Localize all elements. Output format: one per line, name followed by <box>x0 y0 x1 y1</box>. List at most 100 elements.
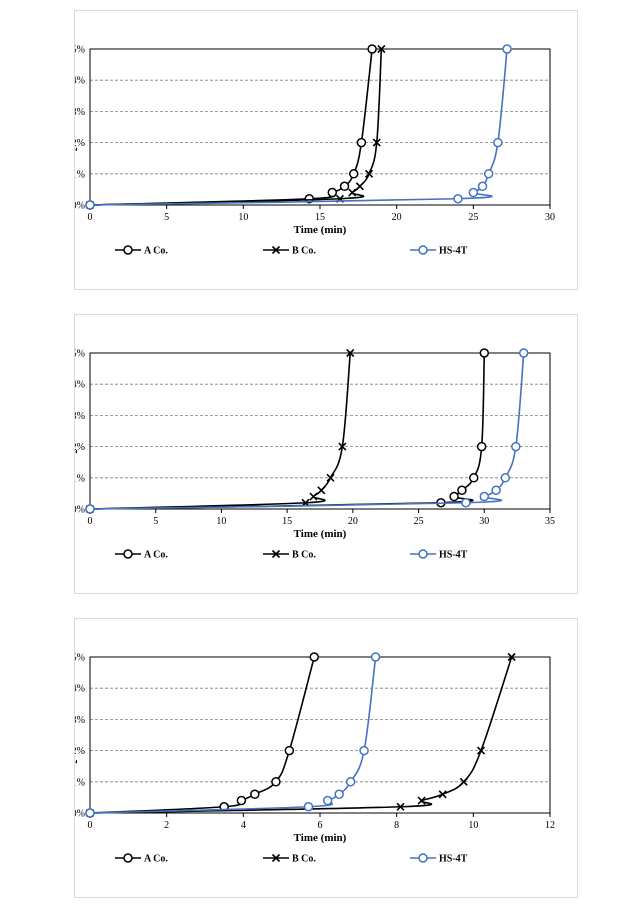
legend-marker <box>271 853 281 863</box>
x-tick-label: 15 <box>282 516 292 527</box>
legend-item: B Co. <box>263 854 316 865</box>
data-point-marker <box>339 181 350 192</box>
y-tick-label: 0.3% <box>75 411 85 422</box>
x-tick-label: 0 <box>88 820 93 831</box>
data-point-marker <box>322 795 333 806</box>
legend-label: A Co. <box>144 550 168 561</box>
legend-marker <box>418 853 428 863</box>
x-axis-title: Time (min) <box>294 832 347 844</box>
legend-marker <box>123 853 133 863</box>
data-point-marker <box>449 491 459 502</box>
data-point-marker <box>453 194 463 204</box>
y-tick-label: 0.0% <box>75 809 85 820</box>
data-point-marker <box>348 188 357 197</box>
series-line <box>89 656 316 814</box>
x-tick-label: 20 <box>348 516 358 527</box>
plot-frame <box>89 656 551 814</box>
legend-marker <box>418 245 428 255</box>
data-point-marker <box>507 652 516 662</box>
data-point-marker <box>493 137 503 148</box>
data-point-marker <box>85 200 95 210</box>
data-point-marker <box>500 473 511 483</box>
legend-label: A Co. <box>144 854 168 865</box>
data-point-marker <box>479 491 490 502</box>
x-tick-label: 12 <box>545 820 555 831</box>
legend-label: B Co. <box>292 854 316 865</box>
data-point-marker <box>483 169 494 179</box>
data-point-marker <box>327 187 338 198</box>
data-point-marker <box>345 777 356 787</box>
x-tick-label: 10 <box>216 516 226 527</box>
y-tick-label: 0.4% <box>75 380 85 391</box>
data-point-marker <box>438 790 447 799</box>
y-tick-label: 0.2% <box>75 138 85 149</box>
data-point-marker <box>491 485 501 496</box>
chart-panel-h2s: 0.0% 0.1% 0.2% 0.3% 0.4% 0.5% 0 2 4 6 8 10 12 Time (m… <box>74 618 578 898</box>
y-tick-label: 0.1% <box>75 473 85 484</box>
legend-item: A Co. <box>115 245 168 257</box>
x-tick-label: 20 <box>392 212 402 223</box>
data-point-marker <box>459 777 468 786</box>
series-h2s-a-co- <box>85 652 319 818</box>
data-point-marker <box>468 187 479 198</box>
data-point-marker <box>355 182 364 191</box>
data-point-marker <box>477 181 488 192</box>
data-point-marker <box>365 169 374 178</box>
series-cl2-hs-4t <box>85 44 512 210</box>
series-line <box>89 352 486 510</box>
data-point-marker <box>511 441 521 452</box>
y-tick-label: 0.3% <box>75 715 85 726</box>
y-tick-label: 0.5% <box>75 45 85 56</box>
y-tick-label: 0.1% <box>75 777 85 788</box>
series-line <box>89 48 383 206</box>
y-tick-label: 0.5% <box>75 349 85 360</box>
series-h2s-b-co- <box>85 652 516 818</box>
y-tick-label: 0.0% <box>75 201 85 212</box>
legend-item: A Co. <box>115 549 168 561</box>
plot-frame <box>89 48 551 206</box>
legend-label: HS-4T <box>439 854 468 865</box>
series-line <box>89 656 377 814</box>
data-point-marker <box>236 795 247 806</box>
series-line <box>89 48 508 206</box>
data-point-marker <box>348 169 359 179</box>
data-point-marker <box>372 138 381 147</box>
legend-label: HS-4T <box>439 246 468 257</box>
chart-panel-cl2: 0.0% 0.1% 0.2% 0.3% 0.4% 0.5% 0 5 10 15 20 25 30 Time… <box>74 10 578 290</box>
legend-item: A Co. <box>115 853 168 865</box>
data-point-marker <box>303 802 314 812</box>
x-tick-label: 5 <box>153 516 158 527</box>
plot-frame <box>89 352 551 510</box>
series-h2s-hs-4t <box>85 652 381 818</box>
data-point-marker <box>476 441 487 452</box>
data-point-marker <box>334 789 344 800</box>
y-axis-title: Cl2 Gas (C/C0) <box>75 91 79 162</box>
data-point-marker <box>346 348 355 358</box>
y-tick-label: 0.4% <box>75 684 85 695</box>
data-point-marker <box>284 745 295 756</box>
data-point-marker <box>469 473 479 483</box>
data-point-marker <box>479 348 490 358</box>
x-axis-title: Time (min) <box>294 224 347 236</box>
series-line <box>89 352 352 510</box>
data-point-marker <box>502 44 512 54</box>
x-tick-label: 0 <box>88 212 93 223</box>
x-tick-label: 2 <box>164 820 169 831</box>
y-tick-label: 0.2% <box>75 746 85 757</box>
data-point-marker <box>476 746 486 755</box>
data-point-marker <box>461 498 471 508</box>
x-tick-label: 25 <box>414 516 424 527</box>
y-tick-label: 0.0% <box>75 505 85 516</box>
data-point-marker <box>518 348 529 358</box>
data-point-marker <box>85 808 95 818</box>
series-line <box>89 48 373 206</box>
x-tick-label: 30 <box>545 212 555 223</box>
cl2-chart-svg: 0.0% 0.1% 0.2% 0.3% 0.4% 0.5% 0 5 10 15 20 25 30 Time… <box>75 44 555 257</box>
x-tick-label: 4 <box>241 820 246 831</box>
data-point-marker <box>309 492 318 501</box>
series-so2-b-co- <box>85 348 355 514</box>
series-so2-hs-4t <box>85 348 529 514</box>
data-point-marker <box>396 802 405 811</box>
legend-label: B Co. <box>292 246 316 257</box>
y-axis-title: SO2 Gas (C/C0) <box>75 394 79 469</box>
